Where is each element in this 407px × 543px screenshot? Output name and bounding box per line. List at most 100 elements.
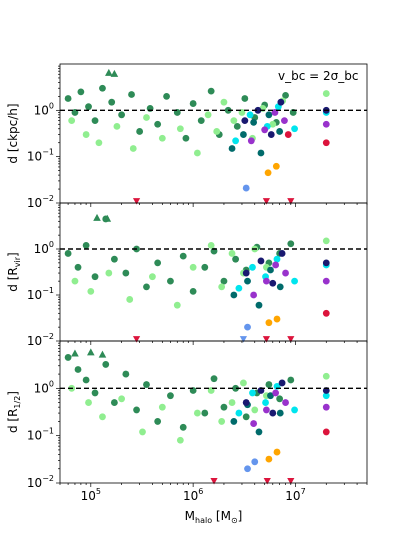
data-point <box>179 252 187 260</box>
axes-frame <box>59 340 368 484</box>
data-point <box>189 263 197 271</box>
data-point <box>249 389 256 397</box>
data-point <box>291 277 298 285</box>
data-point <box>68 117 76 125</box>
data-point <box>128 91 135 98</box>
data-point <box>272 389 280 397</box>
data-point <box>158 403 166 411</box>
data-point <box>251 458 259 466</box>
data-point <box>118 395 126 403</box>
y-tick-label: 10−1 <box>27 427 54 443</box>
data-point <box>207 87 215 95</box>
data-point <box>228 145 236 152</box>
data-point <box>281 117 288 125</box>
upper-limit-marker <box>287 198 295 205</box>
data-point <box>193 409 201 417</box>
data-point <box>64 95 72 102</box>
data-point <box>167 392 174 400</box>
y-tick-label: 100 <box>34 240 54 256</box>
data-point <box>218 283 226 291</box>
data-point <box>210 375 218 383</box>
x-tick-label: 105 <box>81 487 101 503</box>
data-point <box>240 131 247 138</box>
data-point <box>85 399 92 406</box>
data-point <box>197 117 205 125</box>
upper-limit-marker <box>287 336 295 343</box>
y-axis-label: d [ckpc/h] <box>6 103 20 163</box>
lower-limit-marker <box>105 68 113 76</box>
lower-limit-marker <box>110 69 119 77</box>
data-point <box>241 117 249 125</box>
data-point <box>265 111 273 119</box>
data-point <box>163 92 170 100</box>
data-point <box>287 240 295 248</box>
data-point <box>251 406 259 414</box>
x-axis-label: Mhalo [M⊙] <box>185 509 243 525</box>
data-point <box>193 149 201 157</box>
data-point <box>230 418 238 425</box>
data-point <box>228 250 236 257</box>
data-point <box>189 287 197 295</box>
data-point <box>277 98 285 106</box>
data-point <box>118 111 126 119</box>
data-point <box>242 269 250 277</box>
data-point <box>218 418 226 425</box>
y-tick-label: 10−2 <box>27 474 54 490</box>
y-tick-label: 10−1 <box>27 286 54 302</box>
data-point <box>82 131 90 138</box>
data-point <box>267 392 274 400</box>
data-point <box>228 399 236 406</box>
data-point <box>269 279 277 287</box>
data-point <box>129 145 137 152</box>
data-point <box>242 399 250 406</box>
data-point <box>244 277 251 285</box>
lower-limit-marker <box>87 348 95 356</box>
data-point <box>126 296 134 303</box>
data-point <box>263 277 270 285</box>
data-point <box>220 277 228 285</box>
data-point <box>91 117 99 125</box>
data-point <box>322 139 330 147</box>
lower-limit-marker <box>93 213 101 221</box>
data-point <box>278 379 286 387</box>
data-point <box>262 399 269 406</box>
data-point <box>95 139 103 147</box>
data-point <box>273 448 281 456</box>
data-point <box>136 128 144 135</box>
data-point <box>232 255 240 263</box>
data-point <box>82 376 90 384</box>
data-point <box>167 277 174 285</box>
y-tick-label: 100 <box>34 101 54 117</box>
upper-limit-marker <box>262 198 271 205</box>
data-point <box>149 273 156 281</box>
data-point <box>220 403 228 411</box>
data-point <box>110 399 118 406</box>
data-point <box>291 406 298 414</box>
data-point <box>113 123 121 130</box>
data-point <box>220 98 228 106</box>
data-point <box>173 301 181 309</box>
data-point <box>232 384 240 392</box>
data-point <box>176 125 184 133</box>
data-point <box>247 137 255 145</box>
data-point <box>257 257 265 265</box>
data-point <box>143 114 150 121</box>
data-point <box>87 287 95 295</box>
data-point <box>322 259 330 267</box>
data-point <box>230 291 238 299</box>
data-point <box>91 273 99 281</box>
y-axis-label: d [Rvir] <box>6 252 22 291</box>
data-point <box>322 277 330 285</box>
upper-limit-marker <box>239 336 248 343</box>
lower-limit-marker <box>98 350 107 358</box>
data-point <box>233 123 241 130</box>
data-point <box>204 111 212 119</box>
data-point <box>143 283 150 291</box>
y-tick-label: 10−1 <box>27 148 54 164</box>
data-point <box>179 423 187 431</box>
data-point <box>264 169 272 177</box>
data-point <box>242 184 250 192</box>
data-point <box>99 84 106 92</box>
data-point <box>154 418 162 425</box>
data-point <box>189 100 197 107</box>
